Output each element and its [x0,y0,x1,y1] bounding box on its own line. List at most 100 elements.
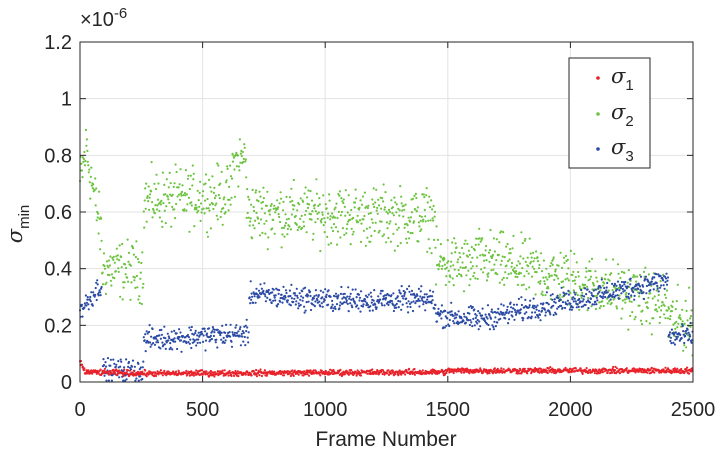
data-point [258,374,261,377]
data-point [401,303,404,306]
data-point [130,281,133,284]
data-point [276,305,279,308]
data-point [341,200,344,203]
data-point [401,295,404,298]
data-point [638,295,641,298]
data-point [503,283,506,286]
data-point [89,300,92,303]
data-point [428,247,431,250]
data-point [395,302,398,305]
data-point [316,212,319,215]
data-point [390,199,393,202]
data-point [354,201,357,204]
data-point [135,374,138,377]
data-point [173,329,176,332]
data-point [191,164,194,167]
data-point [413,373,416,376]
data-point [470,321,473,324]
data-point [538,282,542,285]
data-point [452,284,455,287]
data-point [124,379,127,382]
data-point [676,335,679,338]
data-point [373,205,376,209]
data-point [310,218,313,221]
data-point [86,296,89,299]
data-point [137,379,140,382]
data-point [206,197,209,201]
data-point [269,298,272,301]
data-point [210,337,213,341]
data-point [205,207,208,210]
data-point [681,320,684,323]
data-point [689,315,693,318]
data-point [274,211,277,214]
data-point [600,295,603,298]
data-point [395,306,398,309]
data-point [232,156,236,159]
data-point [315,294,318,297]
data-point [647,280,650,283]
data-point [670,328,674,331]
data-point [666,276,670,279]
data-point [527,265,530,268]
data-point [523,306,526,309]
data-point [515,264,519,267]
data-point [201,194,204,197]
data-point [248,224,251,227]
data-point [405,302,408,305]
data-point [581,300,584,303]
data-point [312,232,315,235]
data-point [259,283,262,286]
data-point [280,226,284,230]
data-point [588,290,591,293]
data-point [536,314,540,318]
data-point [296,296,299,299]
data-point [173,337,176,340]
data-point [674,308,677,311]
data-point [502,304,505,307]
data-point [313,295,316,298]
data-point [554,368,557,372]
data-point [309,369,312,372]
data-point [134,255,137,259]
data-point [278,215,281,219]
data-point [422,303,425,306]
data-point [185,209,188,212]
data-point [142,360,145,363]
data-point [567,289,570,292]
data-point [685,309,688,312]
data-point [390,372,393,375]
data-point [531,275,534,278]
data-point [539,367,543,371]
data-point [330,226,333,229]
data-point [261,231,264,234]
data-point [494,325,497,328]
data-point [459,266,462,269]
data-point [303,225,306,228]
data-point [633,294,636,297]
data-point [488,249,492,252]
data-point [106,357,110,360]
data-point [297,302,300,305]
data-point [685,369,688,372]
data-point [196,211,199,214]
data-point [149,345,152,348]
data-point [683,344,686,347]
data-point [304,186,307,189]
data-point [614,294,617,297]
data-point [365,302,368,305]
data-point [603,370,606,373]
data-point [290,187,293,190]
data-point [409,305,412,309]
data-point [396,295,399,298]
data-point [273,370,276,373]
data-point [139,366,142,369]
data-point [272,299,275,302]
data-point [606,291,609,294]
data-point [330,371,333,375]
data-point [369,291,372,294]
data-point [407,311,410,314]
data-point [186,333,189,337]
data-point [543,308,547,311]
data-point [347,194,350,197]
